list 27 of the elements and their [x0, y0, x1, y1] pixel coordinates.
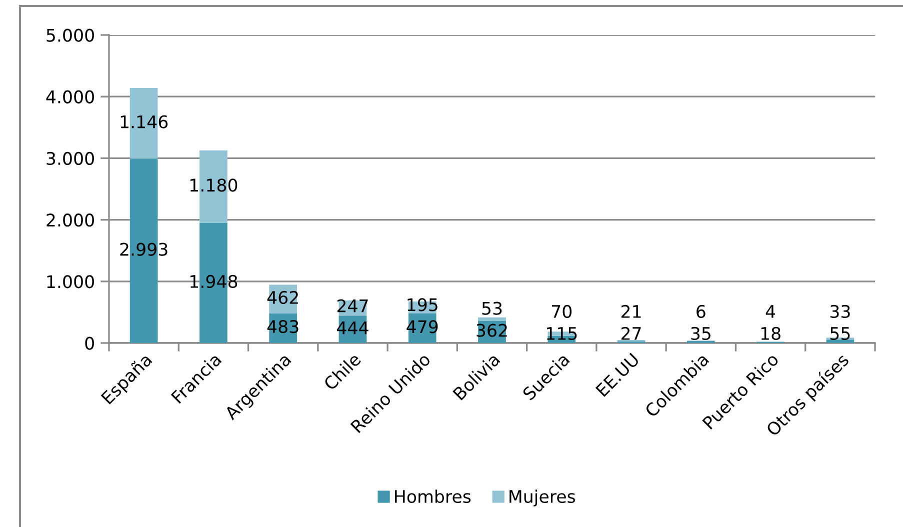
- data-label: 35: [691, 326, 710, 340]
- data-label: 4: [766, 305, 776, 318]
- data-label: 21: [622, 304, 641, 318]
- data-label: 462: [267, 290, 298, 304]
- y-tick-label: 3.000: [46, 152, 94, 166]
- data-label: 195: [408, 298, 438, 312]
- y-tick-label: 1.000: [47, 275, 94, 288]
- y-tick-label: 4.000: [46, 90, 94, 104]
- data-label: 6: [696, 304, 706, 318]
- bar: [826, 340, 854, 343]
- data-label: 53: [482, 302, 502, 315]
- bar: [478, 317, 506, 321]
- data-label: 33: [830, 304, 850, 318]
- y-tick-label: 2.000: [46, 214, 94, 227]
- legend-label: Mujeres: [510, 490, 575, 506]
- data-label: 1.948: [190, 274, 238, 288]
- data-label: 247: [337, 299, 368, 312]
- y-tick-label: 0: [85, 336, 94, 350]
- legend-label: Hombres: [395, 490, 471, 504]
- data-label: 1.180: [190, 178, 238, 192]
- data-label: 1.146: [120, 115, 168, 128]
- data-label: 115: [546, 327, 577, 340]
- data-label: 18: [761, 326, 780, 340]
- data-label: 27: [622, 326, 641, 340]
- data-label: 70: [552, 304, 572, 318]
- y-tick-label: 5.000: [46, 28, 94, 42]
- data-label: 55: [830, 327, 850, 340]
